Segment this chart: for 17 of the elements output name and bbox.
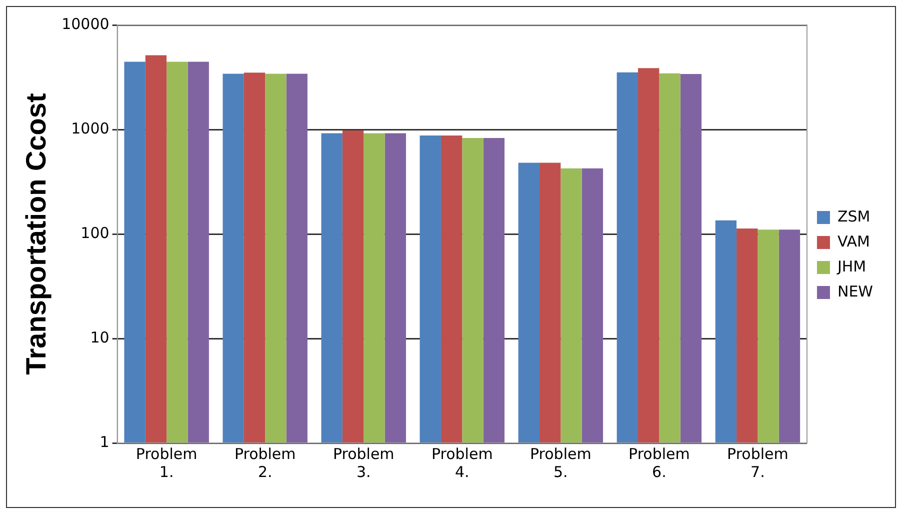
x-tick-label: Problem 1. (136, 444, 198, 481)
x-tick-label: Problem 5. (530, 444, 592, 481)
legend-label: NEW (837, 282, 874, 300)
x-tick-label: Problem 2. (234, 444, 296, 481)
legend-label: VAM (837, 232, 870, 250)
x-tick-label: Problem 4. (431, 444, 493, 481)
x-tick-label: Problem 7. (727, 444, 788, 481)
legend-label: ZSM (837, 207, 870, 226)
x-tick-label: Problem 3. (332, 444, 394, 481)
y-tick-label: 1 (100, 432, 110, 451)
y-tick-label: 1000 (71, 119, 110, 138)
y-tick-label: 100 (80, 224, 110, 242)
x-tick-label: Problem 6. (628, 444, 690, 481)
legend-label: JHM (836, 257, 866, 276)
y-tick-label: 10 (90, 328, 110, 346)
y-tick-label: 10000 (62, 14, 110, 33)
y-axis-title: Transportation Ccost (20, 93, 52, 375)
